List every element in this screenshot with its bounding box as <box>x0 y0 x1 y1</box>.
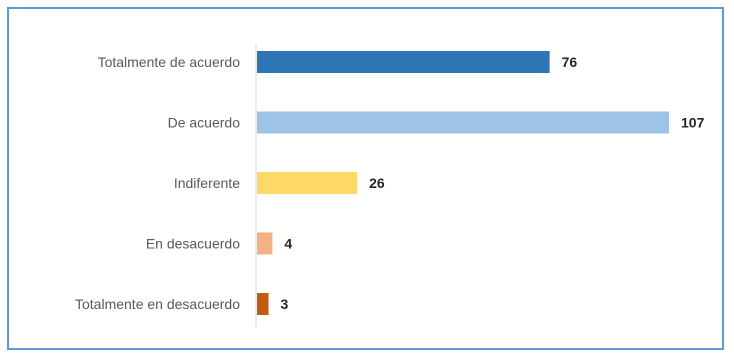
bars-group <box>257 51 669 315</box>
bar-en-desacuerdo <box>257 232 273 255</box>
data-label-de-acuerdo: 107 <box>681 115 705 131</box>
category-label-en-desacuerdo: En desacuerdo <box>146 236 240 252</box>
category-label-de-acuerdo: De acuerdo <box>168 115 241 131</box>
data-label-totalmente-de-acuerdo: 76 <box>562 54 578 70</box>
category-label-indiferente: Indiferente <box>174 175 240 191</box>
category-label-totalmente-en-desacuerdo: Totalmente en desacuerdo <box>75 296 240 312</box>
bar-totalmente-en-desacuerdo <box>257 293 269 315</box>
category-label-totalmente-de-acuerdo: Totalmente de acuerdo <box>98 54 241 70</box>
data-label-indiferente: 26 <box>369 175 385 191</box>
category-labels-group: Totalmente de acuerdo De acuerdo Indiferen… <box>75 54 240 312</box>
bar-de-acuerdo <box>257 111 669 134</box>
bar-indiferente <box>257 172 358 194</box>
bar-totalmente-de-acuerdo <box>257 51 550 73</box>
data-label-en-desacuerdo: 4 <box>284 236 292 252</box>
data-label-totalmente-en-desacuerdo: 3 <box>281 296 289 312</box>
data-labels-group: 76 107 26 4 3 <box>281 54 705 312</box>
